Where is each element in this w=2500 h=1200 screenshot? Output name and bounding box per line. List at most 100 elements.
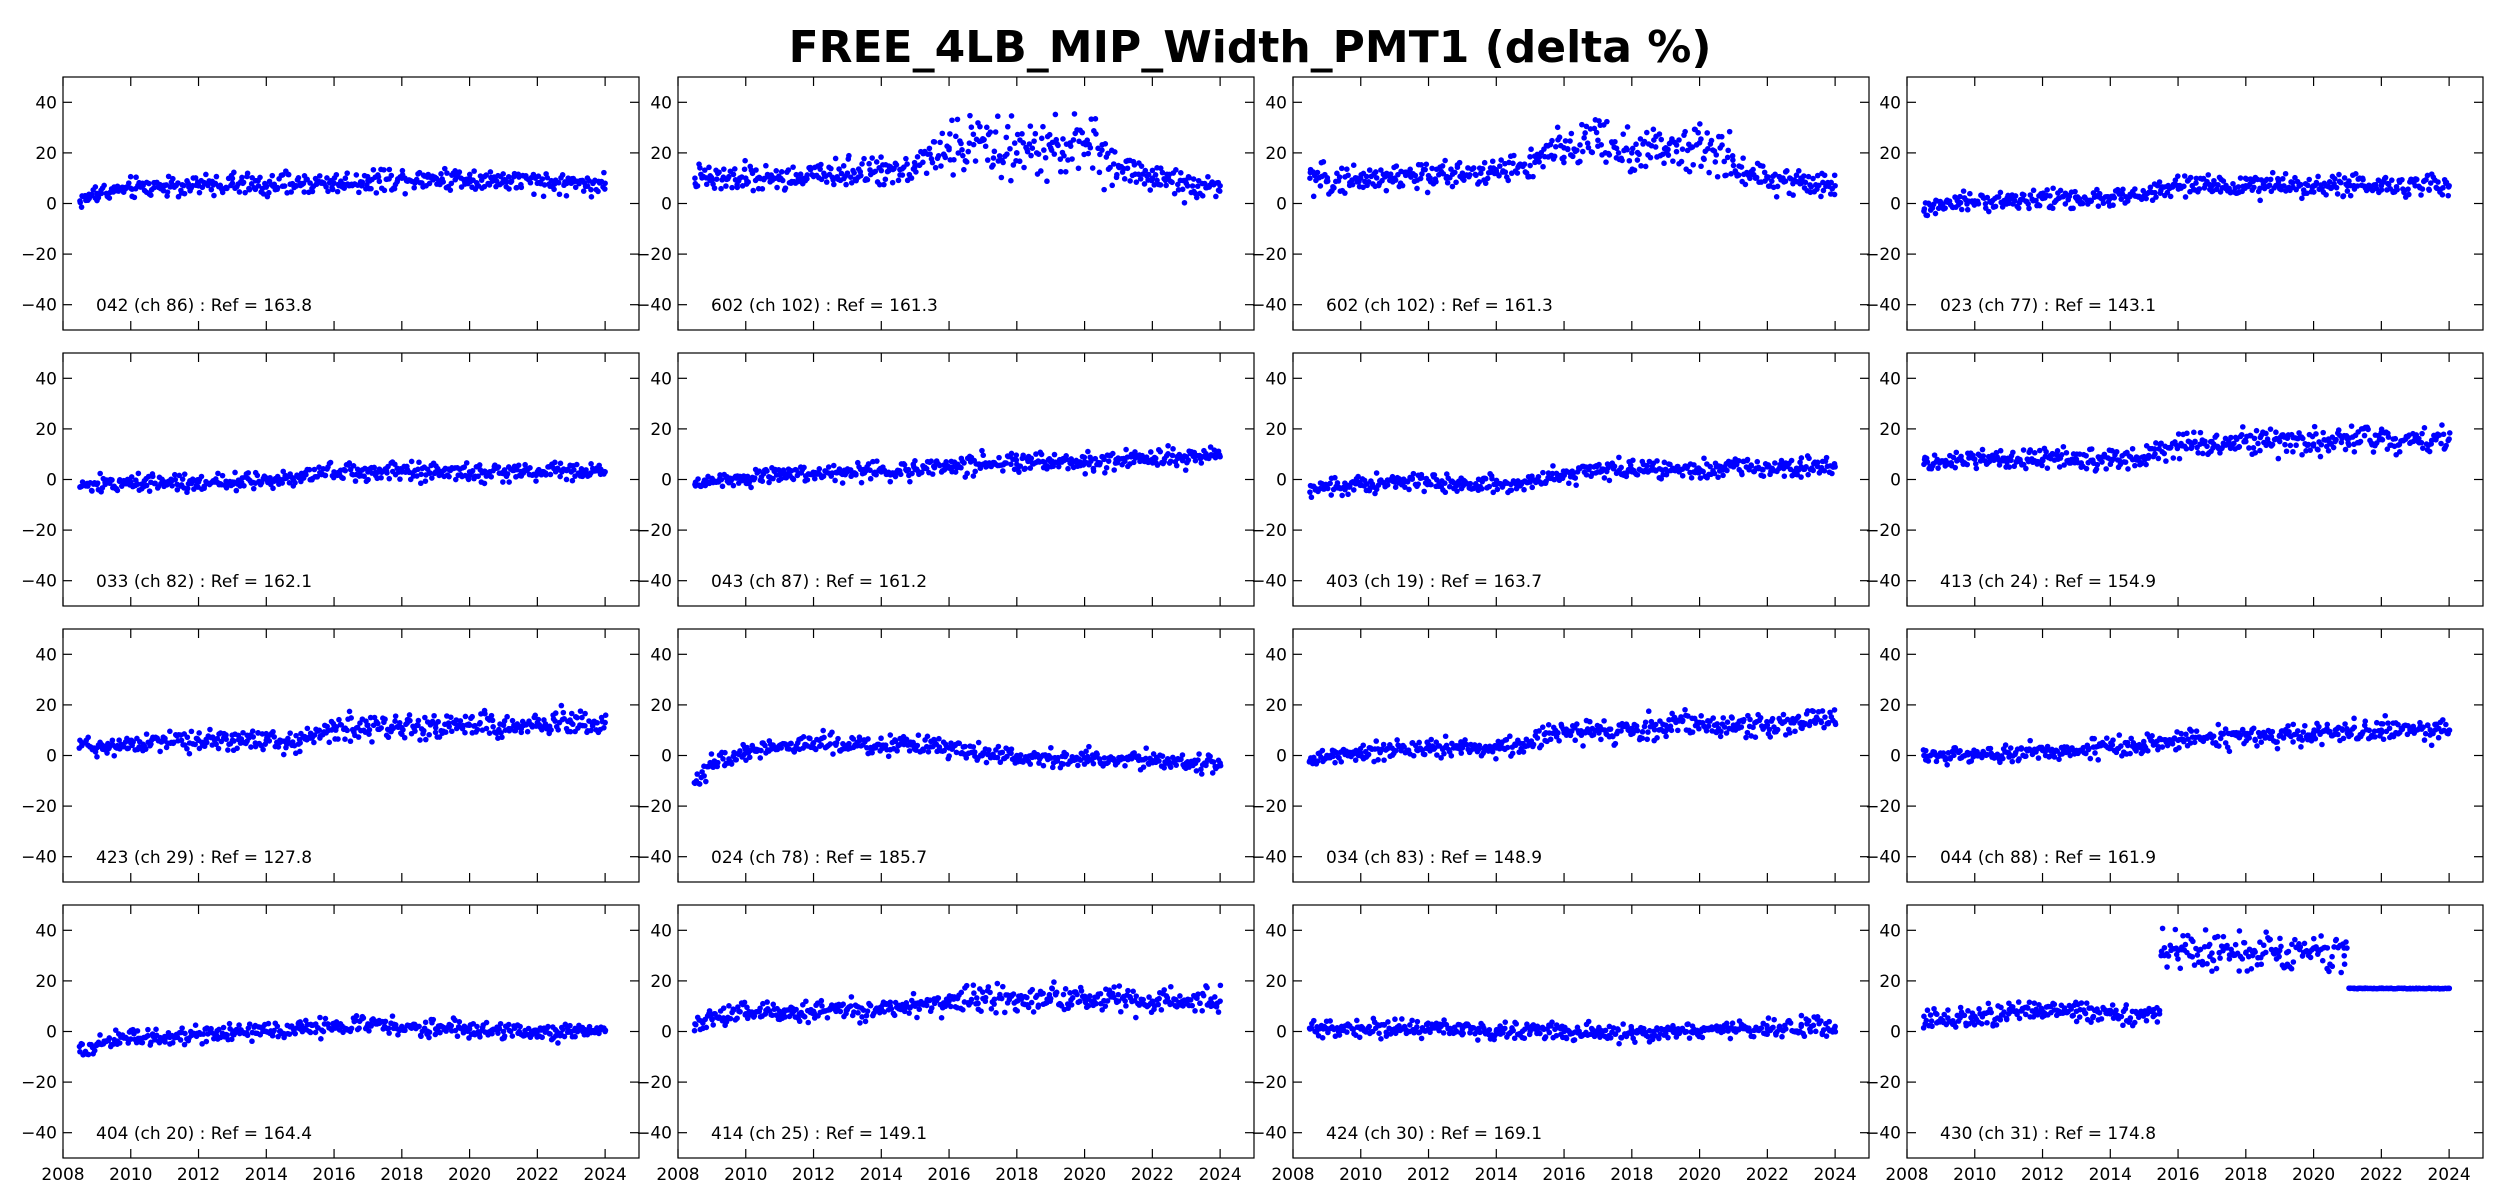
data-point bbox=[885, 753, 892, 760]
data-point bbox=[1410, 470, 1417, 477]
data-point bbox=[179, 476, 186, 482]
data-point bbox=[148, 192, 154, 198]
data-point bbox=[2273, 429, 2279, 436]
data-point bbox=[887, 478, 894, 485]
data-point bbox=[2176, 455, 2183, 462]
data-point bbox=[195, 181, 202, 188]
data-point bbox=[1032, 130, 1039, 137]
data-point bbox=[1336, 174, 1343, 180]
data-point bbox=[1529, 484, 1536, 491]
data-point bbox=[1444, 179, 1451, 186]
data-point bbox=[462, 729, 468, 736]
data-point bbox=[961, 460, 967, 466]
data-point bbox=[297, 748, 303, 755]
data-point bbox=[751, 475, 758, 481]
y-tick-label: 40 bbox=[35, 645, 57, 665]
data-point bbox=[716, 169, 722, 176]
y-tick-label: −40 bbox=[636, 296, 672, 316]
data-point bbox=[1042, 154, 1049, 161]
data-point bbox=[1215, 179, 1222, 186]
data-point bbox=[1199, 193, 1206, 199]
data-point bbox=[820, 473, 827, 480]
data-point bbox=[143, 482, 150, 489]
data-point bbox=[2043, 448, 2049, 455]
panel-label: 043 (ch 87) : Ref = 161.2 bbox=[711, 572, 927, 592]
data-point bbox=[763, 162, 769, 169]
data-point bbox=[97, 470, 103, 477]
data-point bbox=[384, 470, 390, 476]
data-point bbox=[1174, 181, 1181, 188]
data-point bbox=[2006, 464, 2013, 470]
data-point bbox=[1769, 178, 1775, 184]
data-point bbox=[1157, 448, 1164, 455]
data-point bbox=[1392, 177, 1399, 183]
data-point bbox=[539, 176, 546, 182]
data-point bbox=[753, 167, 759, 173]
data-point bbox=[1035, 151, 1042, 157]
data-point bbox=[2215, 182, 2221, 188]
data-point bbox=[1502, 169, 1509, 175]
y-tick-label: 20 bbox=[1879, 144, 1901, 164]
data-point bbox=[797, 171, 804, 178]
data-point bbox=[314, 474, 321, 480]
data-point bbox=[722, 749, 728, 756]
data-point bbox=[1750, 166, 1756, 173]
data-point bbox=[840, 163, 847, 169]
data-point bbox=[2424, 172, 2431, 179]
data-point bbox=[915, 732, 922, 738]
data-point bbox=[1421, 751, 1428, 758]
data-point bbox=[2396, 449, 2403, 455]
data-point bbox=[127, 173, 134, 180]
data-point bbox=[697, 165, 703, 171]
plot-frame bbox=[62, 352, 640, 607]
data-point bbox=[2103, 466, 2109, 472]
data-point bbox=[263, 184, 270, 190]
data-point bbox=[1561, 154, 1567, 161]
data-point bbox=[1429, 165, 1435, 172]
data-point bbox=[869, 155, 875, 161]
data-point bbox=[1634, 472, 1641, 478]
data-point bbox=[838, 170, 845, 177]
data-point bbox=[266, 738, 273, 744]
data-point bbox=[746, 754, 753, 761]
data-point bbox=[1127, 178, 1133, 184]
data-point bbox=[588, 461, 594, 467]
data-point bbox=[2299, 451, 2305, 458]
data-point bbox=[1057, 156, 1064, 162]
data-point bbox=[518, 184, 525, 191]
data-point bbox=[1975, 200, 1982, 207]
data-point bbox=[2213, 432, 2220, 439]
data-point bbox=[1579, 148, 1586, 155]
data-point bbox=[1375, 756, 1381, 763]
data-point bbox=[1179, 752, 1186, 758]
data-point bbox=[952, 469, 959, 475]
data-point bbox=[250, 485, 257, 492]
data-point bbox=[1478, 170, 1484, 177]
data-point bbox=[970, 131, 977, 138]
data-point bbox=[1011, 140, 1018, 146]
data-point bbox=[1017, 752, 1024, 758]
data-point bbox=[1630, 457, 1636, 464]
data-point bbox=[1431, 472, 1438, 478]
y-tick-label: 40 bbox=[650, 93, 672, 113]
y-tick-label: −20 bbox=[1865, 245, 1901, 265]
data-point bbox=[1647, 154, 1654, 161]
y-tick-label: −20 bbox=[1251, 797, 1287, 817]
data-point bbox=[2220, 178, 2227, 184]
data-point bbox=[1365, 179, 1372, 185]
data-point bbox=[986, 747, 992, 753]
data-point bbox=[2378, 187, 2385, 193]
data-point bbox=[967, 112, 973, 119]
data-point bbox=[1320, 159, 1327, 165]
data-point bbox=[270, 728, 276, 735]
data-point bbox=[1010, 162, 1017, 168]
data-point bbox=[719, 483, 726, 490]
data-point bbox=[2418, 439, 2425, 446]
data-point bbox=[382, 716, 388, 723]
data-point bbox=[2012, 193, 2019, 199]
data-point bbox=[711, 185, 718, 191]
data-point bbox=[1090, 468, 1097, 474]
data-point bbox=[513, 184, 520, 191]
data-point bbox=[1821, 172, 1828, 179]
data-point bbox=[1682, 128, 1688, 135]
